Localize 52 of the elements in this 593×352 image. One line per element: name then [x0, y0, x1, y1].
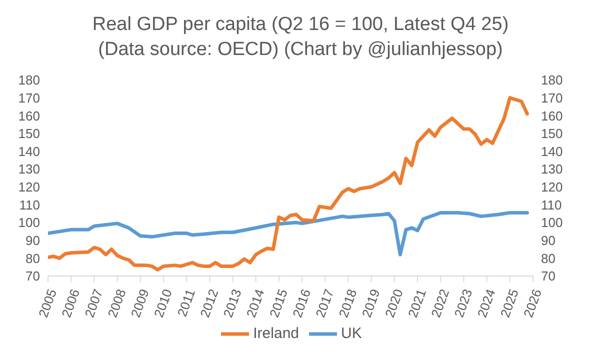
y-tick-label: 120	[18, 180, 40, 195]
x-tick-label: 2012	[197, 287, 222, 320]
x-tick-label: 2019	[358, 287, 383, 320]
x-tick-label: 2014	[243, 287, 268, 320]
x-tick-label: 2017	[312, 287, 337, 320]
line-series	[48, 210, 529, 256]
x-tick-label: 2013	[220, 287, 244, 320]
y-tick-label: 100	[18, 215, 40, 230]
y2-tick-label: 150	[541, 126, 563, 142]
x-tick-label: 2021	[405, 287, 430, 320]
y2-tick-label: 70	[541, 268, 556, 284]
y2-tick-label: 110	[541, 197, 562, 212]
x-tick-label: 2010	[150, 287, 175, 320]
x-tick-label: 2007	[82, 287, 106, 320]
x-tick-label: 2023	[451, 287, 476, 320]
y-tick-label: 110	[19, 197, 40, 212]
chart-subtitle: (Data source: OECD) (Chart by @julianhjessop)	[97, 38, 504, 62]
y2-tick-label: 130	[541, 162, 563, 177]
chart-title: Real GDP per capita (Q2 16 = 100, Latest Q4 25)	[91, 13, 510, 37]
y2-tick-label: 90	[541, 232, 556, 248]
y-tick-label: 80	[26, 250, 40, 266]
legend-label: Ireland	[253, 324, 300, 342]
y-tick-label: 150	[18, 126, 40, 142]
y-tick-label: 130	[18, 162, 40, 177]
y-tick-label: 140	[18, 144, 40, 159]
x-tick-label: 2025	[497, 287, 522, 320]
line-series	[48, 96, 529, 272]
y-tick-label: 180	[18, 72, 40, 88]
y2-tick-label: 160	[541, 108, 563, 124]
x-tick-label: 2008	[104, 287, 129, 320]
y2-tick-label: 180	[541, 72, 563, 88]
y2-tick-label: 170	[541, 90, 563, 106]
x-tick-label: 2022	[428, 287, 452, 320]
x-tick-label: 2005	[36, 287, 60, 320]
x-tick-label: 2024	[474, 287, 498, 320]
legend-label: UK	[341, 324, 362, 342]
x-tick-label: 2018	[336, 287, 360, 320]
y-tick-label: 70	[26, 268, 40, 284]
y2-tick-label: 120	[541, 180, 563, 195]
x-tick-label: 2009	[128, 287, 152, 320]
x-tick-label: 2015	[266, 287, 290, 320]
y2-tick-label: 140	[541, 144, 563, 159]
x-tick-label: 2016	[290, 287, 314, 320]
y-tick-label: 90	[26, 232, 40, 248]
y2-tick-label: 80	[541, 250, 556, 266]
x-tick-label: 2026	[520, 287, 544, 320]
y-tick-label: 170	[18, 90, 40, 106]
x-tick-label: 2006	[58, 287, 83, 320]
y-tick-label: 160	[18, 108, 40, 124]
x-tick-label: 2011	[174, 287, 198, 318]
y2-tick-label: 100	[541, 215, 563, 230]
x-tick-label: 2020	[382, 287, 406, 320]
